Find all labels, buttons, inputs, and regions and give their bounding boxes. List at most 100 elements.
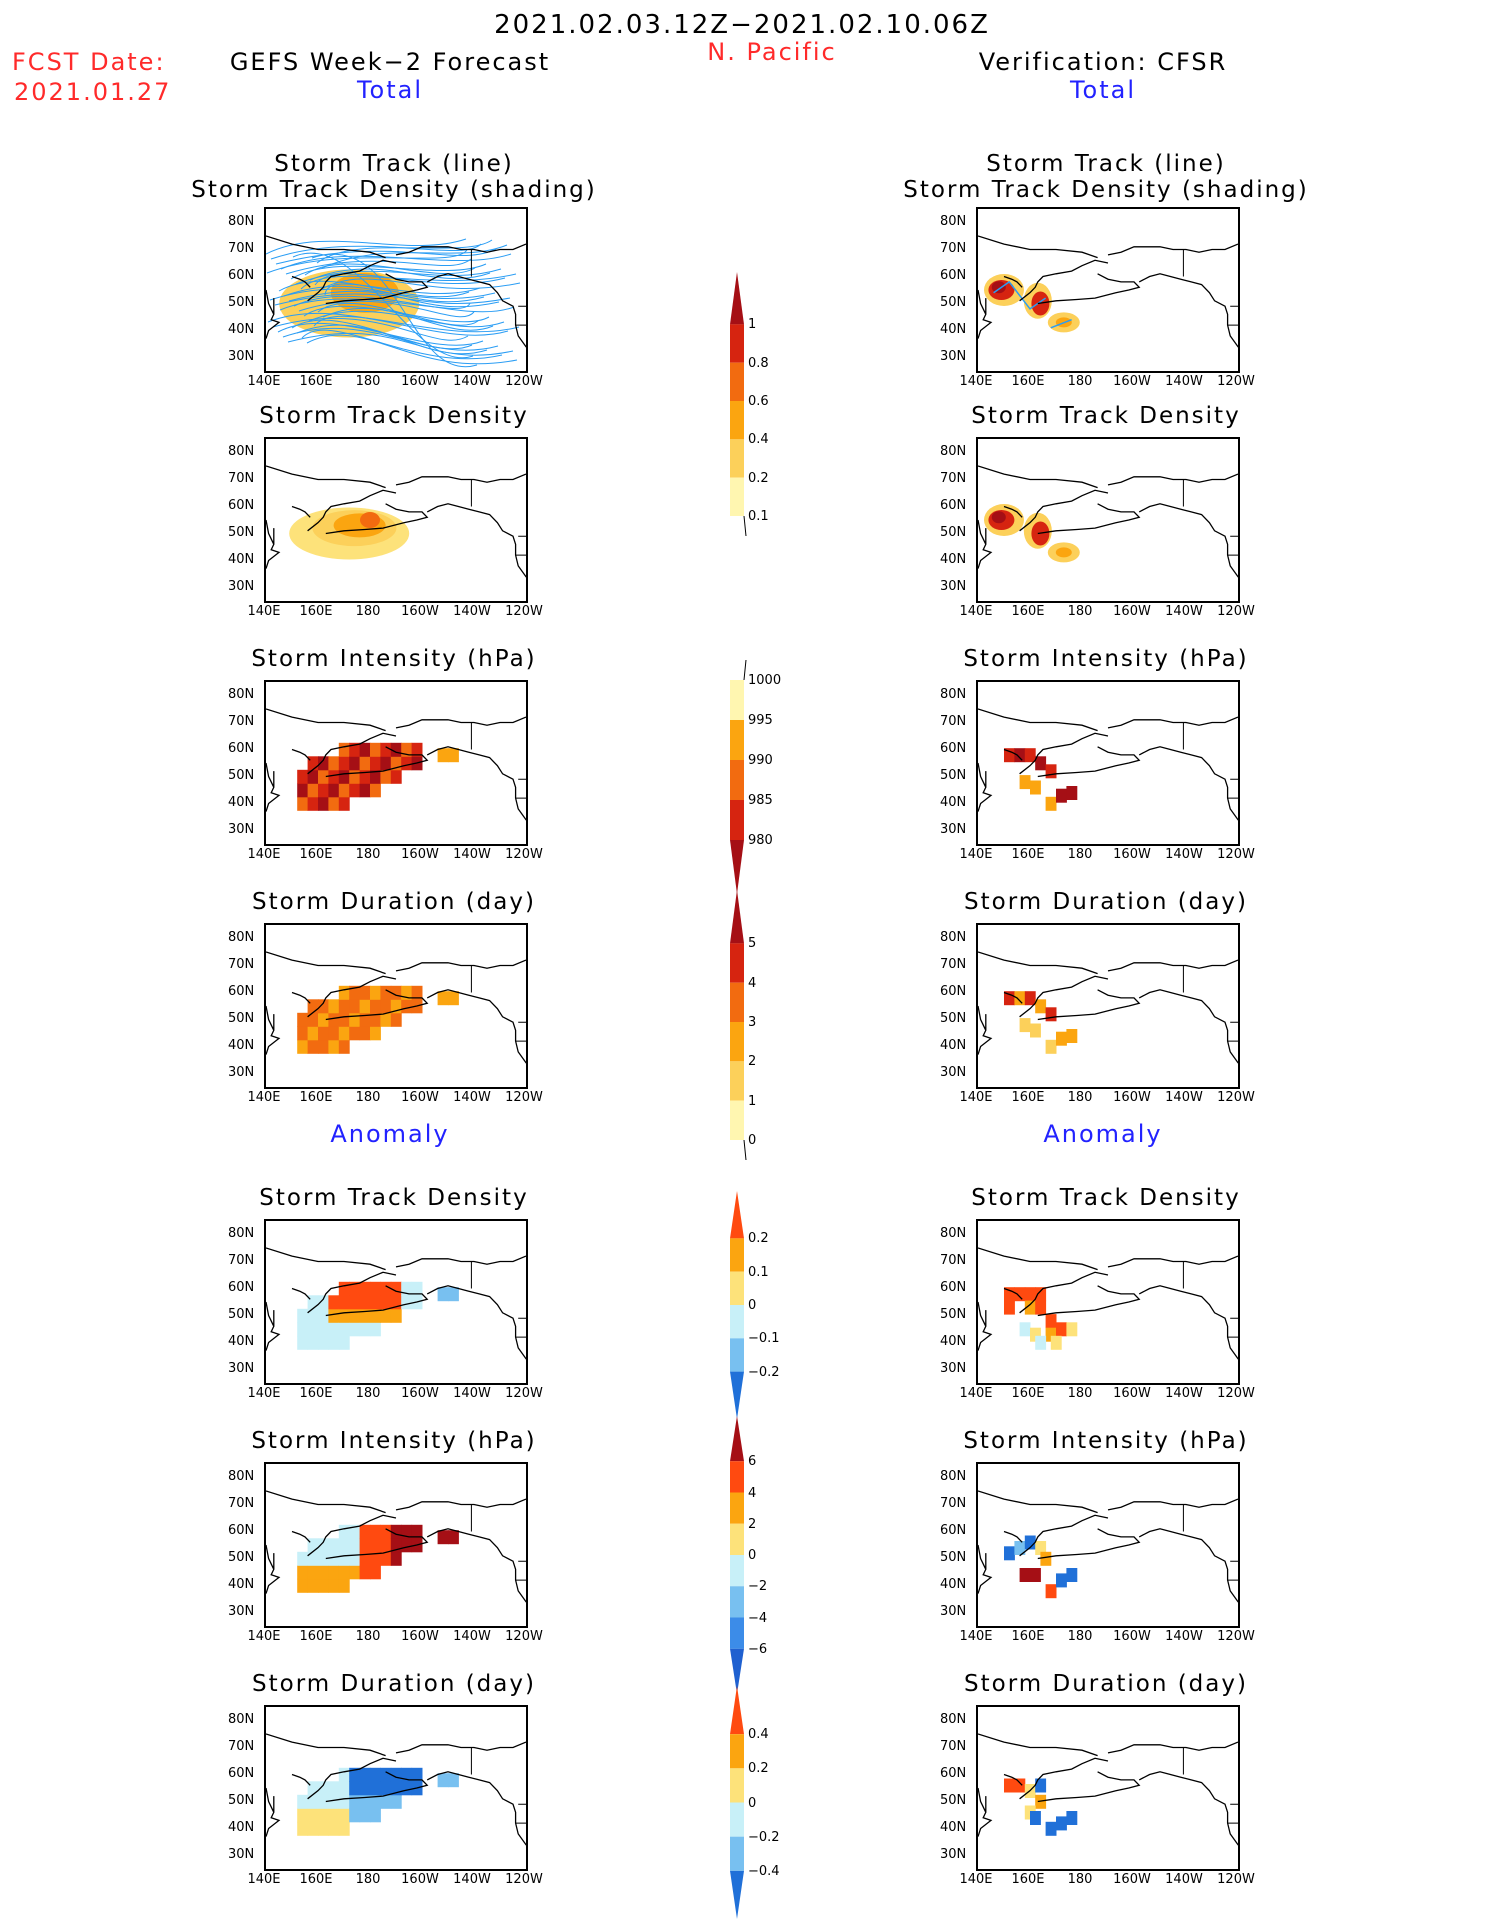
data-cell	[349, 1322, 361, 1337]
data-cell	[380, 1781, 392, 1796]
lat-tick-label: 70N	[228, 1738, 255, 1754]
lat-tick-label: 80N	[228, 1468, 255, 1484]
data-cell	[1014, 1541, 1026, 1555]
panel-title: Storm Intensity (hPa)	[963, 646, 1249, 672]
verification-column-title: Verification: CFSR	[978, 48, 1228, 76]
data-cell	[297, 1335, 309, 1350]
storm-track-line	[295, 268, 502, 285]
colorbar-segment	[730, 1416, 744, 1462]
lat-tick-label: 40N	[228, 1576, 255, 1592]
lat-tick-label: 60N	[940, 497, 967, 513]
data-cell	[338, 1335, 350, 1350]
lon-tick-label: 180	[1067, 604, 1093, 619]
lat-tick-label: 80N	[940, 686, 967, 702]
data-cell	[307, 1012, 319, 1027]
data-cell	[1004, 1778, 1015, 1793]
storm-track-line	[285, 258, 472, 275]
lat-tick-label: 50N	[940, 1010, 967, 1026]
forecast-anomaly-label: Anomaly	[330, 1120, 450, 1148]
panel-title: Storm Track Density	[259, 403, 529, 429]
colorbar-label: 0.2	[748, 470, 769, 486]
data-cell	[318, 1012, 329, 1027]
colorbar-label: 985	[748, 793, 773, 808]
data-cell	[1030, 1568, 1041, 1582]
data-cell	[338, 1821, 350, 1836]
lon-tick-label: 140W	[453, 1872, 491, 1887]
data-cell	[338, 1322, 350, 1337]
data-cell	[338, 1026, 350, 1041]
data-cell	[370, 1026, 381, 1041]
data-cell	[297, 796, 309, 811]
storm-track-line	[292, 252, 474, 359]
forecast-duration-map	[264, 923, 528, 1089]
data-cell	[359, 769, 371, 784]
lat-tick-label: 50N	[940, 1549, 967, 1565]
lon-tick-label: 160W	[1113, 604, 1151, 619]
data-cell	[390, 1524, 402, 1539]
data-cell	[1030, 1811, 1041, 1825]
data-cell	[328, 1012, 340, 1027]
data-cell	[359, 1767, 371, 1782]
data-cell	[359, 1308, 371, 1323]
coastline	[266, 235, 526, 348]
colorbar-segment	[730, 1686, 744, 1735]
lon-tick-label: 120W	[505, 1090, 543, 1105]
lat-tick-label: 70N	[228, 1252, 255, 1268]
colorbar-label: 1	[748, 1093, 757, 1109]
data-cell	[370, 985, 381, 1000]
data-cell	[328, 999, 340, 1014]
panel-title: Storm Intensity (hPa)	[251, 646, 537, 672]
lon-tick-label: 140W	[1165, 1629, 1203, 1644]
colorbar-label: 1000	[748, 673, 782, 688]
data-cell	[401, 1767, 413, 1782]
colorbar-label: 0.8	[748, 355, 769, 371]
data-cell	[448, 1287, 459, 1302]
coastline	[266, 708, 526, 821]
map-svg	[978, 465, 1238, 578]
data-cell	[1014, 748, 1026, 763]
colorbar-duration	[730, 890, 747, 1160]
colorbar-label: 990	[748, 753, 773, 768]
map-svg	[978, 708, 1238, 821]
data-cell	[307, 1794, 319, 1809]
colorbar-label: 0.6	[748, 394, 769, 409]
lat-tick-label: 60N	[940, 1279, 967, 1295]
lat-tick-label: 60N	[228, 1765, 255, 1781]
data-cell	[297, 1012, 309, 1027]
forecast-column-title: GEFS Week−2 Forecast	[229, 48, 551, 76]
data-cell	[370, 1308, 381, 1323]
data-cell	[1045, 1314, 1057, 1329]
colorbar-segment	[730, 324, 744, 363]
lon-tick-label: 160W	[1113, 847, 1151, 862]
data-cell	[338, 1794, 350, 1809]
data-cell	[1004, 1287, 1015, 1302]
colorbar-tail	[743, 660, 747, 681]
data-cell	[328, 796, 340, 811]
data-cell	[338, 742, 350, 757]
data-cell	[349, 1308, 361, 1323]
data-cell	[380, 756, 392, 771]
data-cell	[349, 1781, 361, 1796]
political-boundary	[470, 479, 526, 556]
data-cell	[1019, 1018, 1031, 1033]
lon-tick-label: 120W	[1217, 1629, 1255, 1644]
data-cell	[328, 1794, 340, 1809]
lon-tick-label: 120W	[1217, 604, 1255, 619]
data-cell	[328, 1308, 340, 1323]
data-cell	[328, 1821, 340, 1836]
data-cell	[401, 1281, 413, 1296]
panel-title: Storm Track Density (shading)	[191, 177, 597, 203]
lat-tick-label: 70N	[940, 1495, 967, 1511]
lat-tick-label: 30N	[228, 1846, 255, 1862]
lat-tick-label: 80N	[228, 213, 255, 229]
data-cell	[411, 985, 423, 1000]
lon-tick-label: 140W	[453, 374, 491, 389]
data-cell	[349, 783, 361, 798]
storm-track-line	[311, 253, 478, 368]
panel-title: Storm Duration (day)	[964, 1671, 1248, 1697]
data-cell	[307, 1295, 319, 1310]
data-cell	[318, 1335, 329, 1350]
data-cell	[338, 1281, 350, 1296]
data-cell	[370, 999, 381, 1014]
lat-tick-label: 40N	[940, 551, 967, 567]
